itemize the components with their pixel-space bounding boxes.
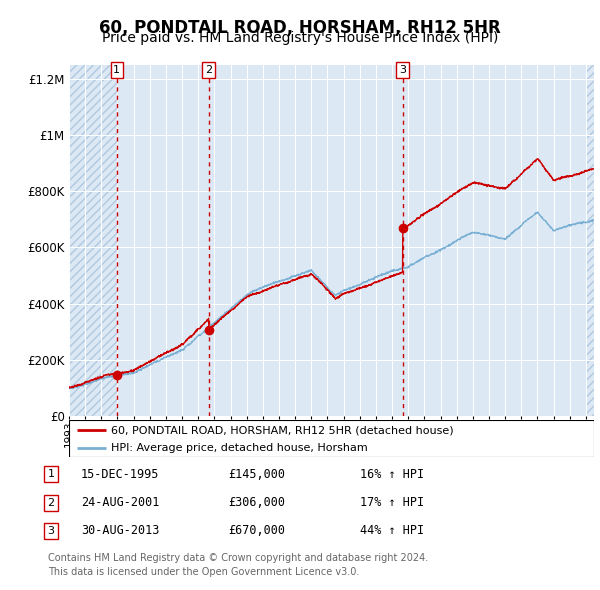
Text: 2: 2	[47, 498, 55, 507]
Text: Price paid vs. HM Land Registry's House Price Index (HPI): Price paid vs. HM Land Registry's House …	[102, 31, 498, 45]
Text: 17% ↑ HPI: 17% ↑ HPI	[360, 496, 424, 509]
Text: 15-DEC-1995: 15-DEC-1995	[81, 468, 160, 481]
Text: HPI: Average price, detached house, Horsham: HPI: Average price, detached house, Hors…	[111, 443, 368, 453]
Text: Contains HM Land Registry data © Crown copyright and database right 2024.
This d: Contains HM Land Registry data © Crown c…	[48, 553, 428, 578]
FancyBboxPatch shape	[69, 420, 594, 457]
Text: £670,000: £670,000	[228, 525, 285, 537]
Bar	[69, 65, 117, 416]
Bar	[69, 65, 117, 416]
Text: £145,000: £145,000	[228, 468, 285, 481]
Text: 60, PONDTAIL ROAD, HORSHAM, RH12 5HR (detached house): 60, PONDTAIL ROAD, HORSHAM, RH12 5HR (de…	[111, 425, 454, 435]
Text: 60, PONDTAIL ROAD, HORSHAM, RH12 5HR: 60, PONDTAIL ROAD, HORSHAM, RH12 5HR	[99, 19, 501, 37]
Text: 1: 1	[113, 65, 121, 75]
Text: 1: 1	[47, 470, 55, 479]
Text: 16% ↑ HPI: 16% ↑ HPI	[360, 468, 424, 481]
Text: 2: 2	[205, 65, 212, 75]
Text: 30-AUG-2013: 30-AUG-2013	[81, 525, 160, 537]
Text: 44% ↑ HPI: 44% ↑ HPI	[360, 525, 424, 537]
Text: £306,000: £306,000	[228, 496, 285, 509]
Text: 3: 3	[399, 65, 406, 75]
Bar	[586, 65, 594, 416]
Text: 3: 3	[47, 526, 55, 536]
Text: 24-AUG-2001: 24-AUG-2001	[81, 496, 160, 509]
Bar	[586, 65, 594, 416]
